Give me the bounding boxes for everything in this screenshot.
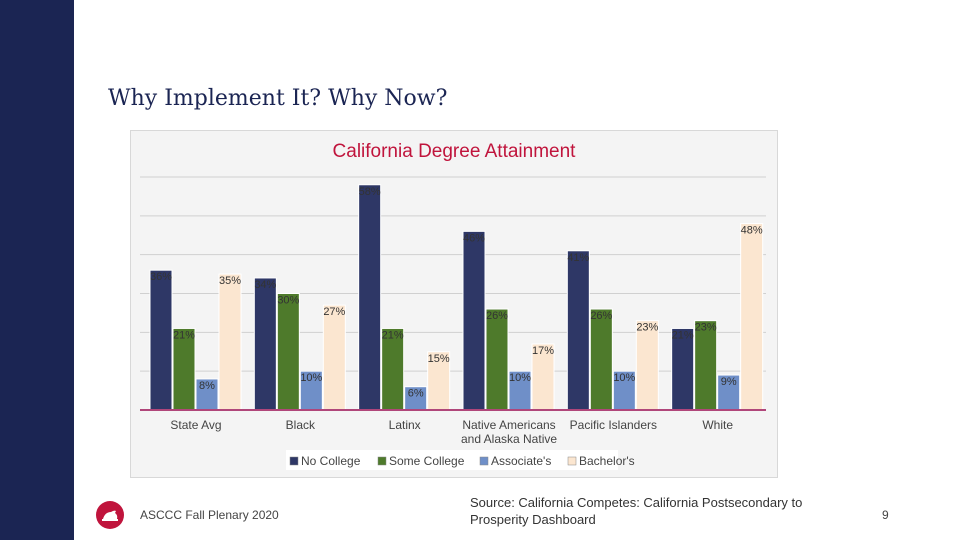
data-label: 21% [382, 329, 404, 341]
chart-title: California Degree Attainment [332, 141, 576, 162]
page-number: 9 [882, 508, 889, 522]
data-label: 15% [428, 353, 450, 365]
legend-box [286, 450, 618, 470]
category-label: State Avg [170, 418, 221, 432]
bar [485, 308, 509, 411]
data-label: 21% [173, 329, 195, 341]
data-label: 9% [721, 376, 737, 388]
bar [462, 230, 486, 411]
data-label: 46% [463, 232, 485, 244]
data-label: 23% [695, 322, 717, 334]
data-label: 26% [590, 310, 612, 322]
footer-text: ASCCC Fall Plenary 2020 [140, 508, 279, 522]
data-label: 27% [323, 306, 345, 318]
data-label: 30% [277, 295, 299, 307]
legend-swatch [289, 456, 299, 466]
data-label: 10% [613, 372, 635, 384]
bar [635, 320, 659, 411]
data-label: 23% [636, 322, 658, 334]
category-label: White [702, 418, 733, 432]
sidebar-band [0, 0, 74, 540]
legend-label: Some College [389, 454, 465, 468]
bar [149, 269, 173, 411]
data-label: 17% [532, 345, 554, 357]
bar [566, 250, 590, 411]
data-label: 36% [150, 271, 172, 283]
category-label: Native Americans and Alaska Native [461, 418, 557, 446]
bar [276, 293, 300, 411]
category-label: Black [286, 418, 316, 432]
data-label: 10% [300, 372, 322, 384]
bar [322, 304, 346, 411]
source-citation: Source: California Competes: California … [470, 495, 803, 527]
data-label: 21% [672, 329, 694, 341]
data-label: 8% [199, 380, 215, 392]
category-label: Latinx [389, 418, 421, 432]
data-label: 6% [408, 388, 424, 400]
bar [358, 184, 382, 411]
bar [740, 223, 764, 411]
legend-swatch [479, 456, 489, 466]
data-label: 26% [486, 310, 508, 322]
data-label: 58% [359, 186, 381, 198]
slide-title: Why Implement It? Why Now? [108, 86, 448, 111]
bar [218, 273, 242, 411]
bar [253, 277, 277, 411]
data-label: 10% [509, 372, 531, 384]
data-label: 48% [741, 225, 763, 237]
legend-swatch [377, 456, 387, 466]
bar [694, 320, 718, 411]
legend-label: No College [301, 454, 361, 468]
category-label: Pacific Islanders [570, 418, 657, 432]
legend-label: Bachelor's [579, 454, 635, 468]
legend-swatch [567, 456, 577, 466]
legend-label: Associate's [491, 454, 551, 468]
ascc-logo-icon [96, 501, 124, 529]
data-label: 41% [567, 252, 589, 264]
data-label: 35% [219, 275, 241, 287]
bar [589, 308, 613, 411]
data-label: 34% [254, 279, 276, 291]
